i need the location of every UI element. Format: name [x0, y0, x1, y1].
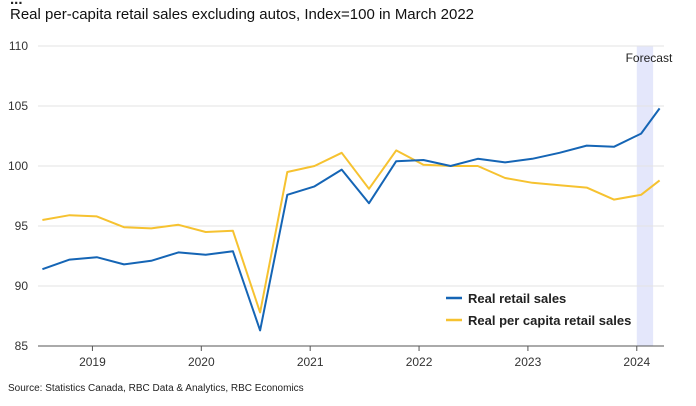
legend-label-real-per-capita-retail-sales: Real per capita retail sales	[468, 313, 631, 328]
y-axis: 85 90 95 100 105 110	[8, 39, 28, 353]
series-lines	[42, 107, 661, 332]
x-tick-label: 2021	[297, 355, 324, 369]
x-tick-label: 2022	[406, 355, 433, 369]
series-line-real-retail-sales	[42, 107, 661, 332]
forecast-label: Forecast	[626, 51, 673, 65]
series-line-real-per-capita-retail-sales	[42, 149, 661, 314]
gridlines	[38, 45, 664, 347]
x-axis: 2019 2020 2021 2022 2023 2024	[38, 345, 664, 369]
y-tick-label: 90	[15, 279, 29, 293]
y-tick-label: 110	[9, 39, 28, 53]
y-tick-label: 100	[8, 159, 28, 173]
x-tick-label: 2023	[515, 355, 542, 369]
x-tick-label: 2024	[623, 355, 650, 369]
chart-title: Real per-capita retail sales excluding a…	[10, 6, 475, 23]
legend: Real retail sales Real per capita retail…	[446, 291, 631, 328]
legend-label-real-retail-sales: Real retail sales	[468, 291, 566, 306]
forecast-band	[636, 46, 654, 346]
source-note: Source: Statistics Canada, RBC Data & An…	[8, 383, 304, 394]
x-tick-label: 2020	[188, 355, 215, 369]
y-tick-label: 85	[15, 339, 29, 353]
x-tick-label: 2019	[79, 355, 106, 369]
y-tick-label: 95	[15, 219, 29, 233]
y-tick-label: 105	[8, 99, 28, 113]
title-fragment: ...	[10, 0, 23, 8]
